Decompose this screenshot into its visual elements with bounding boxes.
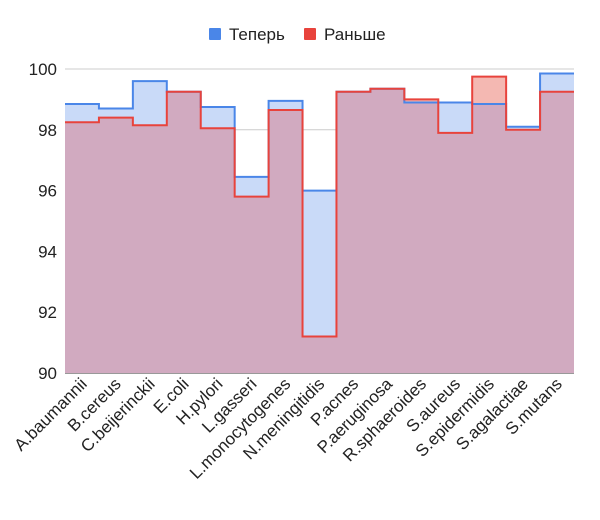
series-areas <box>65 73 574 373</box>
y-tick-label: 92 <box>38 303 57 322</box>
y-tick-label: 100 <box>29 60 57 79</box>
legend-label-teper: Теперь <box>229 25 285 44</box>
area-overlap <box>65 88 574 373</box>
y-tick-label: 96 <box>38 182 57 201</box>
line-ranshe <box>65 75 574 338</box>
legend: Теперь Раньше <box>209 25 386 44</box>
y-tick-label: 98 <box>38 121 57 140</box>
y-tick-label: 90 <box>38 364 57 383</box>
x-axis: A.baumanniiB.cereusC.beijerinckiiE.coliH… <box>11 374 566 483</box>
y-tick-label: 94 <box>38 242 57 261</box>
legend-swatch-ranshe <box>304 28 316 40</box>
legend-label-ranshe: Раньше <box>324 25 386 44</box>
series-lines <box>65 72 574 338</box>
y-axis: 90 92 94 96 98 100 <box>29 60 57 383</box>
legend-swatch-teper <box>209 28 221 40</box>
